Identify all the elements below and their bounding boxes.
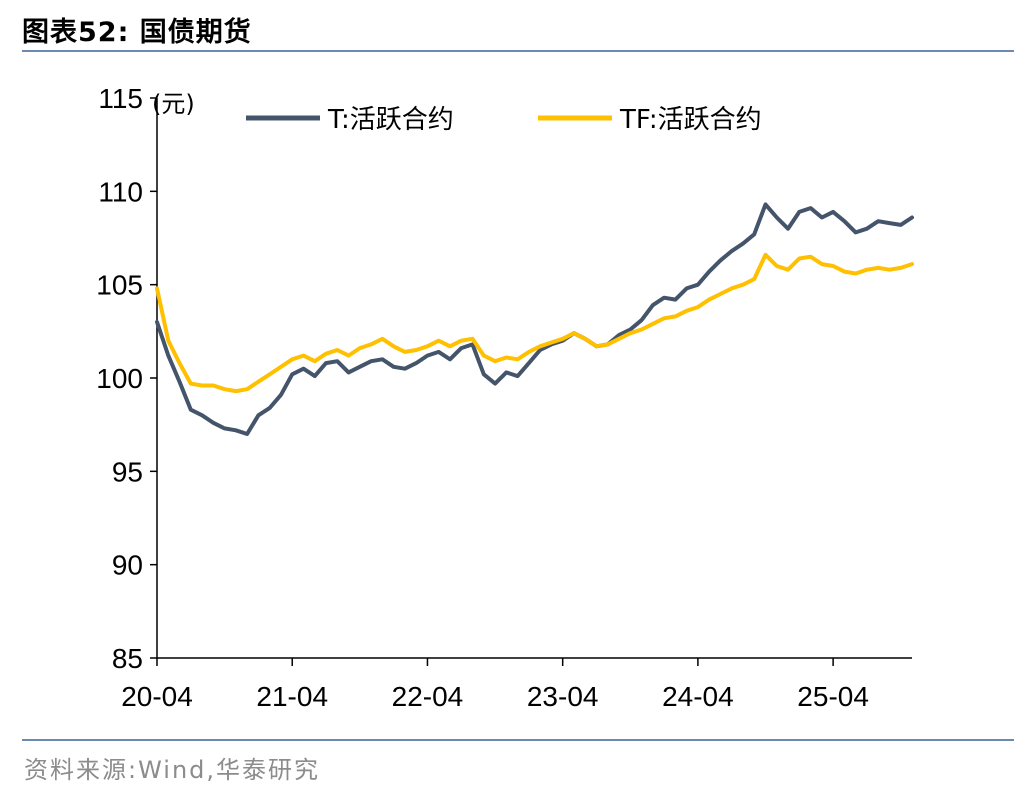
- source-divider: [22, 739, 1014, 741]
- series-line-t: [155, 202, 914, 436]
- legend: T:活跃合约 TF:活跃合约: [246, 105, 762, 135]
- x-tick-label: 22-04: [392, 681, 464, 712]
- x-tick-label: 20-04: [121, 681, 193, 712]
- title-divider: [22, 50, 1014, 52]
- y-tick-label: 105: [96, 270, 143, 301]
- series-line-tf: [155, 252, 914, 394]
- y-tick-label: 100: [96, 363, 143, 394]
- x-tick-label: 21-04: [256, 681, 328, 712]
- x-ticks: 20-04 21-04 22-04 23-04 24-04 25-04: [121, 658, 869, 712]
- x-tick-label: 24-04: [662, 681, 734, 712]
- y-unit-label: (元): [152, 90, 195, 118]
- figure-title: 图表52: 国债期货: [22, 17, 252, 48]
- y-tick-label: 85: [112, 643, 143, 674]
- y-tick-label: 115: [98, 83, 143, 114]
- y-tick-label: 90: [112, 550, 143, 581]
- series-layer: [155, 202, 914, 436]
- source-note: 资料来源:Wind,华泰研究: [24, 756, 321, 784]
- y-tick-label: 95: [112, 456, 143, 487]
- x-tick-label: 23-04: [527, 681, 599, 712]
- legend-label-tf: TF:活跃合约: [619, 105, 762, 135]
- y-ticks: 85 90 95 100 105 110 115: [96, 83, 157, 674]
- y-tick-label: 110: [98, 176, 143, 207]
- legend-label-t: T:活跃合约: [327, 105, 454, 135]
- x-tick-label: 25-04: [797, 681, 869, 712]
